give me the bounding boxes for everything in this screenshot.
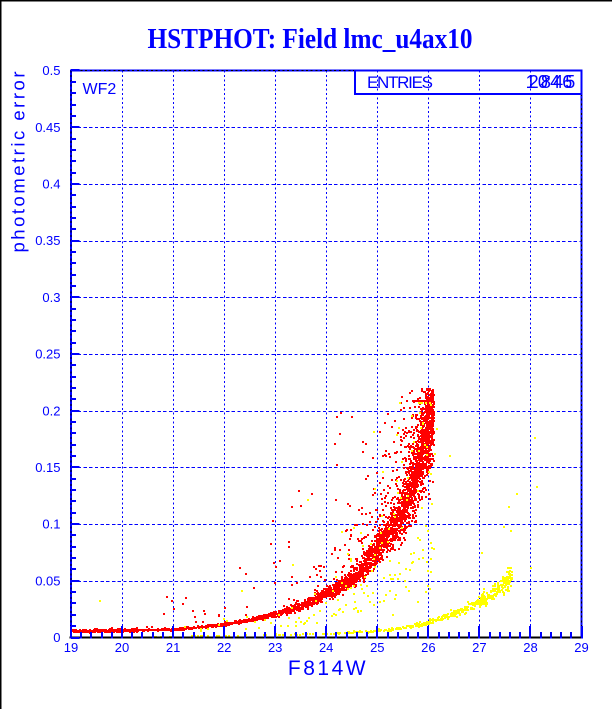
svg-text:20: 20	[115, 640, 129, 655]
svg-text:23: 23	[268, 640, 282, 655]
svg-text:0.35: 0.35	[35, 233, 60, 248]
svg-text:2845: 2845	[529, 72, 578, 92]
svg-text:F814W: F814W	[288, 657, 368, 680]
svg-text:1046: 1046	[526, 72, 575, 92]
svg-text:21: 21	[166, 640, 180, 655]
svg-text:0.05: 0.05	[35, 573, 60, 588]
svg-text:0.25: 0.25	[35, 347, 60, 362]
svg-text:photometric error: photometric error	[8, 72, 29, 253]
svg-text:0.2: 0.2	[42, 403, 60, 418]
svg-text:0: 0	[53, 630, 60, 645]
svg-text:0.3: 0.3	[42, 290, 60, 305]
svg-text:0.1: 0.1	[42, 517, 60, 532]
svg-text:26: 26	[421, 640, 435, 655]
svg-text:0.4: 0.4	[42, 177, 60, 192]
svg-text:27: 27	[472, 640, 486, 655]
svg-text:28: 28	[523, 640, 537, 655]
svg-text:WF2: WF2	[83, 81, 117, 98]
svg-text:0.5: 0.5	[42, 63, 60, 78]
svg-text:0.45: 0.45	[35, 120, 60, 135]
svg-text:19: 19	[64, 640, 78, 655]
svg-text:29: 29	[574, 640, 588, 655]
svg-text:25: 25	[370, 640, 384, 655]
svg-text:0.15: 0.15	[35, 460, 60, 475]
svg-text:HSTPHOT: Field lmc_u4ax10: HSTPHOT: Field lmc_u4ax10	[148, 24, 473, 55]
svg-text:ENTRIES: ENTRIES	[367, 73, 433, 92]
svg-text:22: 22	[217, 640, 231, 655]
svg-text:24: 24	[319, 640, 333, 655]
